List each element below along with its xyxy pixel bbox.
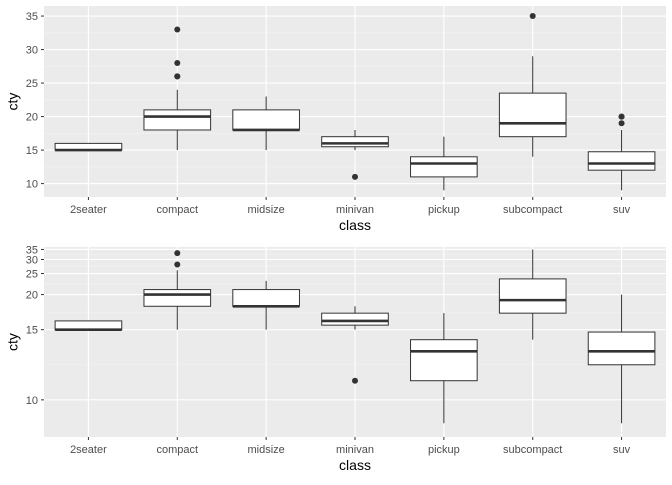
outlier-point [529, 13, 536, 20]
y-tick-label: 15 [26, 325, 38, 337]
box-pickup [410, 136, 478, 191]
outlier-point [618, 113, 625, 120]
box-compact [143, 26, 212, 151]
outlier-point [352, 377, 358, 384]
box-iqr [498, 278, 567, 314]
x-tick-label: compact [156, 204, 198, 216]
box-iqr [143, 289, 212, 307]
y-tick-label: 20 [26, 290, 38, 302]
box-iqr [587, 151, 656, 171]
box-suv [587, 113, 656, 191]
y-axis-title: cty [5, 333, 21, 351]
outlier-point [174, 261, 181, 268]
outlier-point [174, 59, 181, 66]
x-tick-label: minivan [336, 204, 374, 216]
box-iqr [321, 312, 389, 326]
x-tick-label: subcompact [503, 204, 562, 216]
box-subcompact [498, 13, 567, 157]
x-tick-label: 2seater [70, 444, 107, 456]
box-midsize [232, 280, 300, 330]
box-minivan [321, 129, 389, 180]
box-iqr [321, 136, 389, 148]
box-iqr [54, 320, 123, 331]
x-tick-label: midsize [247, 444, 284, 456]
y-tick-label: 25 [26, 269, 38, 281]
x-axis-title: class [339, 217, 371, 233]
plot-panel-1: 10 15 20 25 30 35 2seater compact midsize minivan… [5, 6, 666, 233]
outlier-point [174, 26, 181, 33]
outlier-point [352, 173, 358, 180]
y-tick-label: 30 [26, 45, 38, 57]
box-2seater [54, 142, 123, 152]
x-tick-label: suv [613, 204, 631, 216]
box-iqr [232, 109, 300, 131]
outlier-point [618, 120, 625, 127]
y-tick-label: 35 [26, 11, 38, 23]
x-tick-label: pickup [428, 444, 460, 456]
x-axis-title: class [339, 457, 371, 473]
y-tick-label: 25 [26, 78, 38, 90]
x-tick-label: 2seater [70, 204, 107, 216]
outlier-point [174, 250, 181, 257]
y-axis-title: cty [5, 93, 21, 111]
y-tick-label: 35 [26, 244, 38, 256]
box-iqr [410, 339, 478, 382]
x-tick-label: compact [156, 444, 198, 456]
x-tick-label: midsize [247, 204, 284, 216]
outlier-point [174, 73, 181, 80]
box-iqr [232, 289, 300, 307]
y-tick-label: 10 [26, 395, 38, 407]
y-tick-label: 10 [26, 179, 38, 191]
box-iqr [143, 109, 212, 131]
box-pickup [410, 313, 478, 424]
box-subcompact [498, 249, 567, 340]
y-tick-label: 20 [26, 112, 38, 124]
box-minivan [321, 306, 389, 384]
box-iqr [410, 156, 478, 178]
box-iqr [498, 92, 567, 138]
box-2seater [54, 320, 123, 331]
box-compact [143, 250, 212, 330]
box-iqr [587, 331, 656, 366]
x-tick-label: pickup [428, 204, 460, 216]
y-tick-label: 15 [26, 145, 38, 157]
x-tick-label: subcompact [503, 444, 562, 456]
y-tick-label: 30 [26, 254, 38, 266]
box-suv [587, 294, 656, 424]
x-tick-label: suv [613, 444, 631, 456]
x-tick-label: minivan [336, 444, 374, 456]
box-midsize [232, 96, 300, 151]
